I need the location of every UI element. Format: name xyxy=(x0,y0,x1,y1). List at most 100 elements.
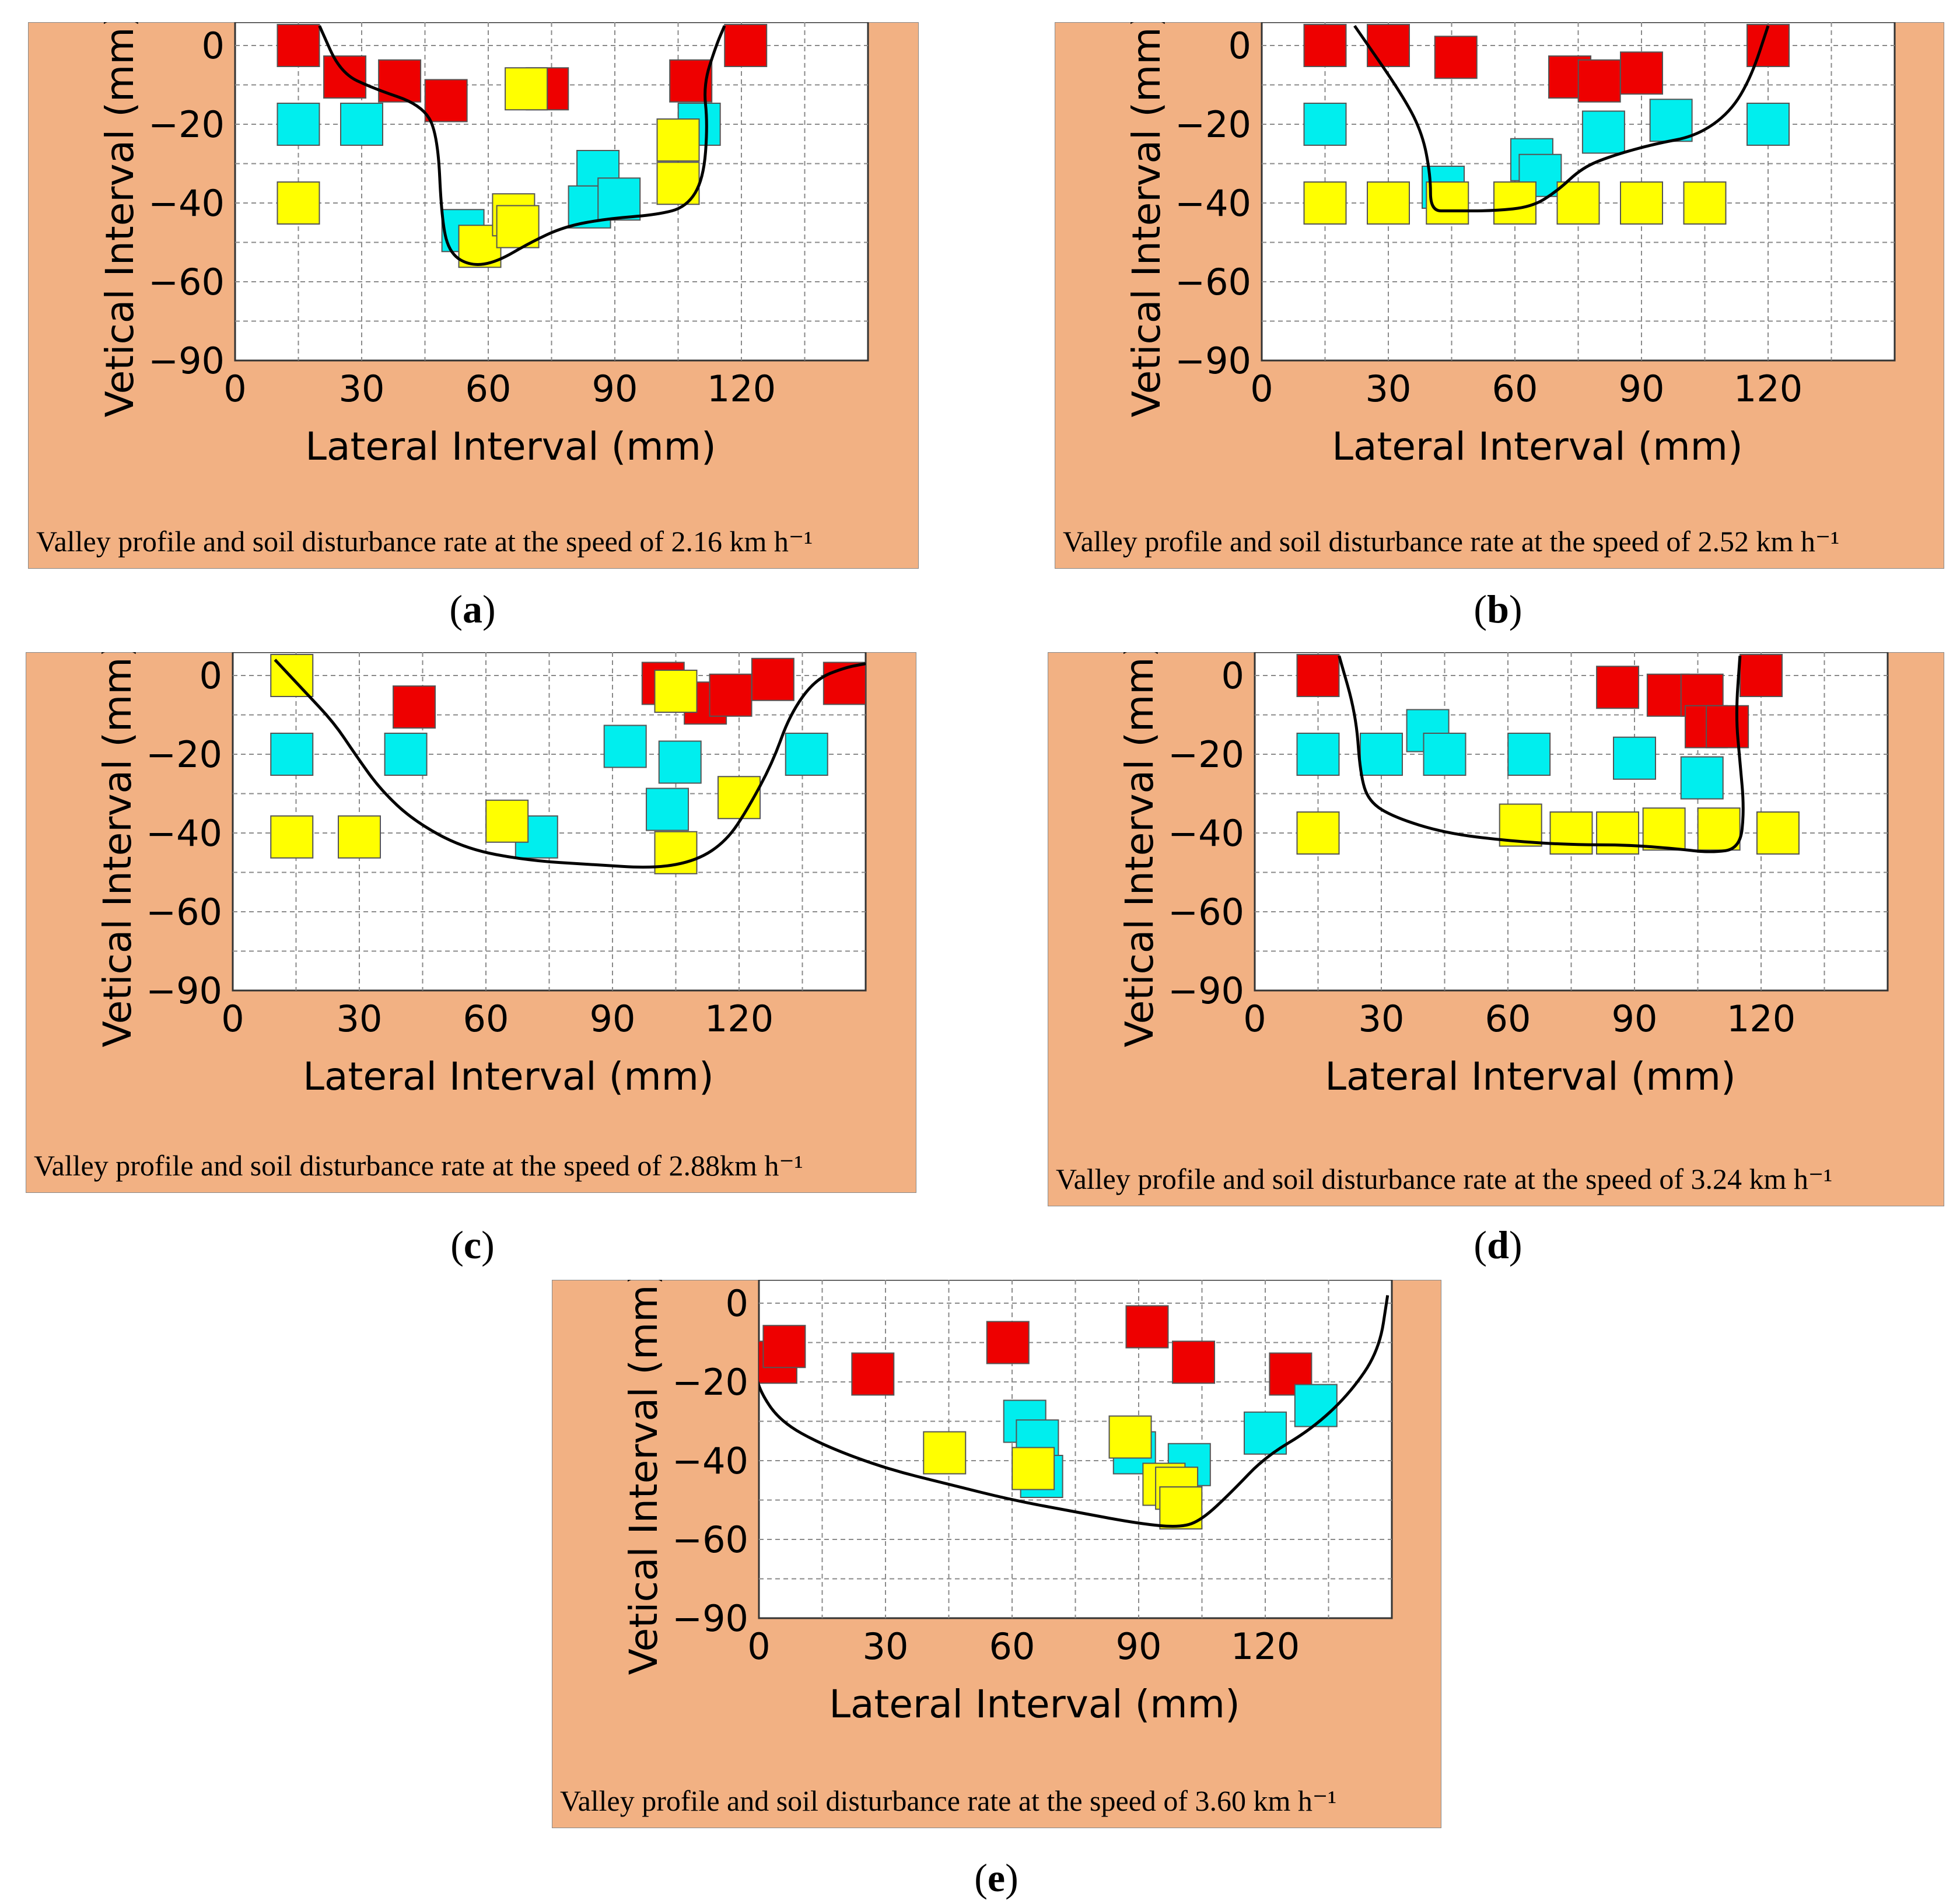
markers xyxy=(759,1305,1338,1530)
data-point-cyan xyxy=(785,733,828,776)
x-tick-label: 120 xyxy=(705,998,774,1040)
data-point-red xyxy=(1296,654,1340,697)
data-point-cyan xyxy=(276,103,320,146)
y-tick-label: 0 xyxy=(1222,654,1244,697)
data-point-yellow xyxy=(923,1431,967,1475)
data-point-yellow xyxy=(270,815,314,859)
y-axis-label: Vetical Interval (mm) xyxy=(95,652,140,1047)
x-tick-label: 0 xyxy=(1243,998,1266,1040)
y-tick-label: 0 xyxy=(1228,24,1251,67)
data-point-red xyxy=(1577,59,1621,103)
data-point-red xyxy=(1596,666,1640,709)
y-tick-label: 0 xyxy=(202,24,225,67)
y-tick-label: 0 xyxy=(200,654,222,697)
data-point-yellow xyxy=(1697,807,1741,851)
data-point-red xyxy=(1434,36,1478,79)
x-tick-label: 120 xyxy=(1734,368,1803,410)
data-point-red xyxy=(986,1321,1030,1364)
data-point-yellow xyxy=(1108,1415,1152,1459)
chart-title: Valley profile and soil disturbance rate… xyxy=(1063,525,1839,558)
x-tick-label: 0 xyxy=(747,1625,770,1668)
x-tick-label: 0 xyxy=(223,368,246,410)
valley-profile-line xyxy=(1353,24,1770,212)
valley-profile-line xyxy=(759,1295,1390,1528)
letter-e: e xyxy=(987,1856,1006,1900)
x-tick-label: 120 xyxy=(1727,998,1796,1040)
chart-a: 0 30 60 90 120 0 −20 −40 −60 −90 Lateral Interval … xyxy=(28,22,919,569)
chart-title: Valley profile and soil disturbance rate… xyxy=(1056,1163,1832,1195)
data-point-cyan xyxy=(1680,756,1724,800)
grid xyxy=(759,1280,1392,1618)
caption-letter-a: (a) xyxy=(449,587,496,631)
data-point-cyan xyxy=(1507,733,1551,776)
x-tick-label: 30 xyxy=(863,1625,909,1668)
data-point-red xyxy=(724,24,768,67)
y-tick-label: −20 xyxy=(672,1361,748,1404)
x-tick-label: 60 xyxy=(1485,998,1531,1040)
data-point-yellow xyxy=(276,181,320,225)
y-tick-label: −40 xyxy=(148,182,225,225)
y-tick-label: −40 xyxy=(672,1440,748,1482)
data-point-red xyxy=(424,79,468,123)
data-point-yellow xyxy=(1620,181,1663,225)
panel-d: 0 30 60 90 120 0 −20 −40 −60 −90 Lateral Interval … xyxy=(1048,652,1944,1206)
chart-title: Valley profile and soil disturbance rate… xyxy=(36,525,813,558)
panel-e: 0 30 60 90 120 0 −20 −40 −60 −90 Lateral Interval … xyxy=(552,1280,1441,1828)
data-point-cyan xyxy=(270,733,314,776)
valley-profile-line xyxy=(274,659,866,869)
x-tick-label: 30 xyxy=(1366,368,1412,410)
panel-a: 0 30 60 90 120 0 −20 −40 −60 −90 Lateral Interval … xyxy=(28,22,919,569)
x-axis-label: Lateral Interval (mm) xyxy=(303,1054,713,1099)
x-axis-label: Lateral Interval (mm) xyxy=(1332,424,1742,469)
y-tick-label: −90 xyxy=(148,340,225,382)
chart-title: Valley profile and soil disturbance rate… xyxy=(560,1784,1336,1817)
caption-letter-e: (e) xyxy=(974,1856,1019,1900)
y-tick-label: −40 xyxy=(146,812,222,855)
x-tick-label: 60 xyxy=(1492,368,1538,410)
grid xyxy=(1262,22,1895,360)
x-tick-label: 30 xyxy=(337,998,383,1040)
panel-b: 0 30 60 90 120 0 −20 −40 −60 −90 Lateral Interval … xyxy=(1055,22,1944,569)
data-point-yellow xyxy=(505,67,548,111)
data-point-cyan xyxy=(1303,103,1347,146)
x-axis-label: Lateral Interval (mm) xyxy=(829,1682,1240,1727)
y-tick-label: −20 xyxy=(1175,103,1251,146)
x-tick-label: 0 xyxy=(1250,368,1273,410)
markers xyxy=(1296,654,1800,855)
data-point-cyan xyxy=(1746,103,1790,146)
valley-profile-line xyxy=(1338,655,1745,853)
y-axis-label: Vetical Interval (mm) xyxy=(621,1280,666,1675)
y-axis-label: Vetical Interval (mm) xyxy=(97,22,142,417)
data-point-cyan xyxy=(597,177,641,221)
letter-c: c xyxy=(463,1223,482,1267)
data-point-red xyxy=(1740,654,1783,697)
data-point-red xyxy=(1125,1305,1169,1349)
data-point-red xyxy=(1706,705,1749,748)
x-tick-label: 90 xyxy=(590,998,636,1040)
data-point-yellow xyxy=(656,162,700,205)
chart-c: 0 30 60 90 120 0 −20 −40 −60 −90 Lateral Interval … xyxy=(26,652,916,1193)
data-point-yellow xyxy=(1367,181,1410,225)
x-tick-label: 120 xyxy=(707,368,776,410)
data-point-red xyxy=(378,59,422,103)
data-point-cyan xyxy=(384,733,428,776)
y-tick-label: −60 xyxy=(148,261,225,303)
y-tick-label: −60 xyxy=(672,1518,748,1561)
data-point-yellow xyxy=(1303,181,1347,225)
x-axis-label: Lateral Interval (mm) xyxy=(1325,1054,1735,1099)
data-point-cyan xyxy=(1360,733,1403,776)
x-tick-label: 90 xyxy=(592,368,638,410)
markers xyxy=(1303,24,1790,225)
data-point-cyan xyxy=(1581,110,1625,154)
caption-letter-b: (b) xyxy=(1474,587,1522,631)
x-tick-label: 30 xyxy=(339,368,385,410)
data-point-red xyxy=(751,657,794,701)
markers xyxy=(270,654,866,874)
data-point-yellow xyxy=(1549,811,1593,855)
x-tick-label: 60 xyxy=(989,1625,1035,1668)
data-point-red xyxy=(851,1352,895,1396)
y-tick-label: −60 xyxy=(146,891,222,933)
data-point-yellow xyxy=(1426,181,1469,225)
y-tick-label: −20 xyxy=(148,103,225,146)
data-point-red xyxy=(1367,24,1410,67)
